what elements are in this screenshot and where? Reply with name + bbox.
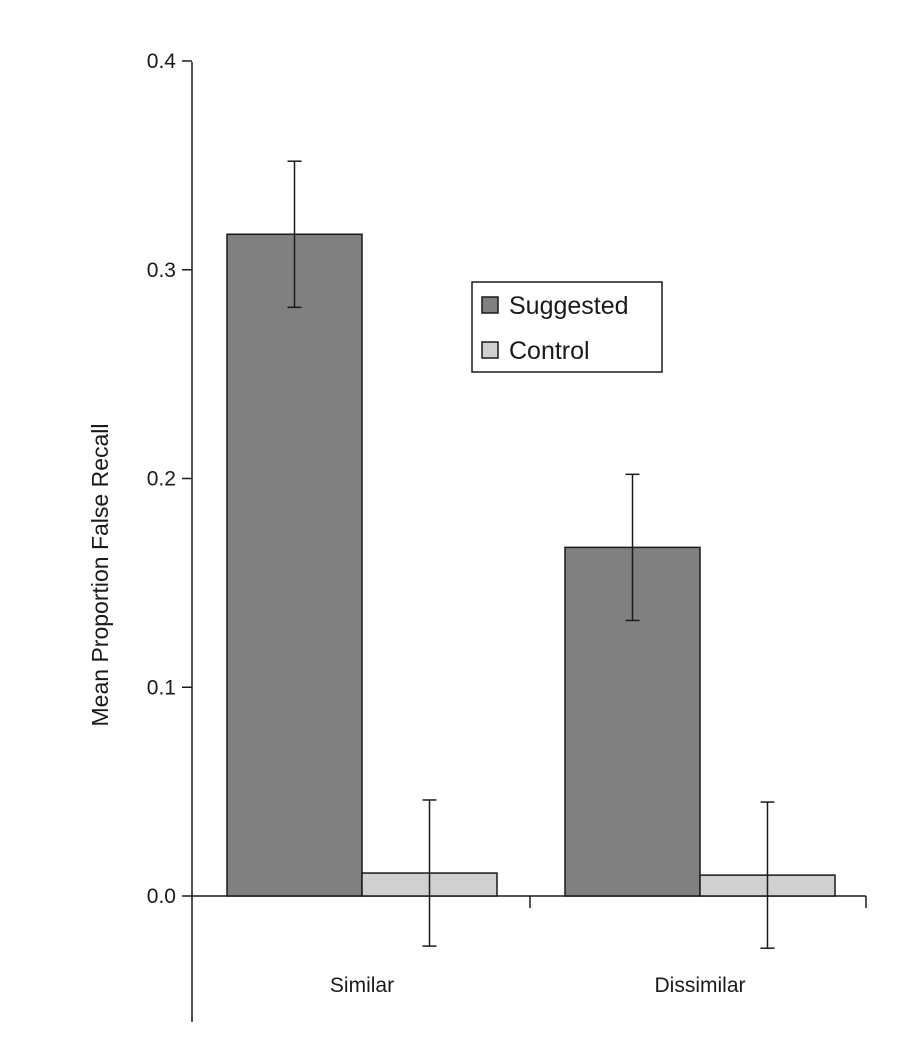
error-bar-control-similar (422, 799, 437, 947)
legend-label-suggested: Suggested (509, 292, 629, 320)
y-tick-label: 0.4 (147, 50, 177, 73)
y-axis-title: Mean Proportion False Recall (87, 424, 113, 727)
legend-box (471, 281, 663, 373)
legend: Suggested Control (471, 281, 663, 373)
x-category-label-dissimilar: Dissimilar (655, 974, 746, 997)
y-tick-label: 0.0 (147, 885, 176, 908)
error-bar-control-dissimilar (760, 801, 775, 949)
error-bars (287, 160, 775, 949)
legend-swatch-control (481, 341, 499, 359)
legend-label-control: Control (509, 337, 590, 365)
x-axis-labels: Similar Dissimilar (330, 974, 746, 997)
x-category-label-similar: Similar (330, 974, 394, 997)
legend-swatch-suggested (481, 296, 499, 314)
error-bar-suggested-dissimilar (625, 473, 640, 622)
y-tick-label: 0.2 (147, 468, 176, 491)
y-tick-label: 0.1 (147, 676, 176, 699)
error-bar-suggested-similar (287, 160, 302, 309)
y-tick-label: 0.3 (147, 259, 176, 282)
y-axis-ticks: 0.0 0.1 0.2 0.3 0.4 (147, 50, 192, 908)
bar-suggested-similar (226, 233, 363, 897)
